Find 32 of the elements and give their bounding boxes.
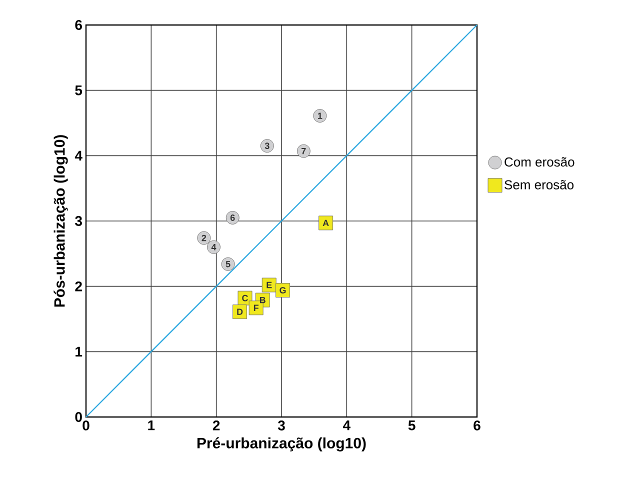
x-tick-label: 6 bbox=[474, 420, 480, 430]
x-tick-label: 4 bbox=[342, 420, 350, 430]
x-axis-title: Pré-urbanização (log10) bbox=[197, 437, 366, 452]
y-tick-label: 2 bbox=[75, 281, 82, 292]
y-tick-label: 3 bbox=[75, 216, 82, 226]
y-tick-label: 0 bbox=[75, 412, 82, 422]
annotation: D bbox=[237, 308, 243, 315]
legend-label: Sem erosão bbox=[504, 180, 574, 190]
annotation: 3 bbox=[264, 142, 270, 150]
annotation: 6 bbox=[230, 214, 235, 221]
y-tick-label: 5 bbox=[75, 85, 82, 96]
x-tick-label: 0 bbox=[82, 420, 90, 430]
x-tick-label: 5 bbox=[408, 420, 416, 430]
x-tick-label: 3 bbox=[278, 420, 285, 430]
y-axis-title: Pós-urbanização (log10) bbox=[54, 135, 68, 307]
y-tick-label: 1 bbox=[76, 346, 82, 356]
y-tick-label: 4 bbox=[74, 150, 82, 160]
annotation: 7 bbox=[302, 148, 306, 154]
annotation: A bbox=[322, 220, 329, 226]
annotation: 4 bbox=[211, 244, 216, 250]
annotation: G bbox=[280, 287, 286, 294]
annotation: 2 bbox=[202, 234, 206, 242]
legend-label: Com erosão bbox=[504, 157, 574, 167]
annotation: F bbox=[254, 304, 259, 311]
annotation: B bbox=[260, 296, 266, 304]
x-tick-label: 2 bbox=[212, 420, 220, 430]
annotation: E bbox=[266, 282, 272, 288]
annotation: 5 bbox=[226, 260, 230, 268]
annotation: 1 bbox=[318, 112, 322, 119]
x-tick-label: 1 bbox=[148, 420, 155, 430]
annotation: C bbox=[242, 294, 248, 302]
y-tick-label: 6 bbox=[75, 20, 82, 30]
